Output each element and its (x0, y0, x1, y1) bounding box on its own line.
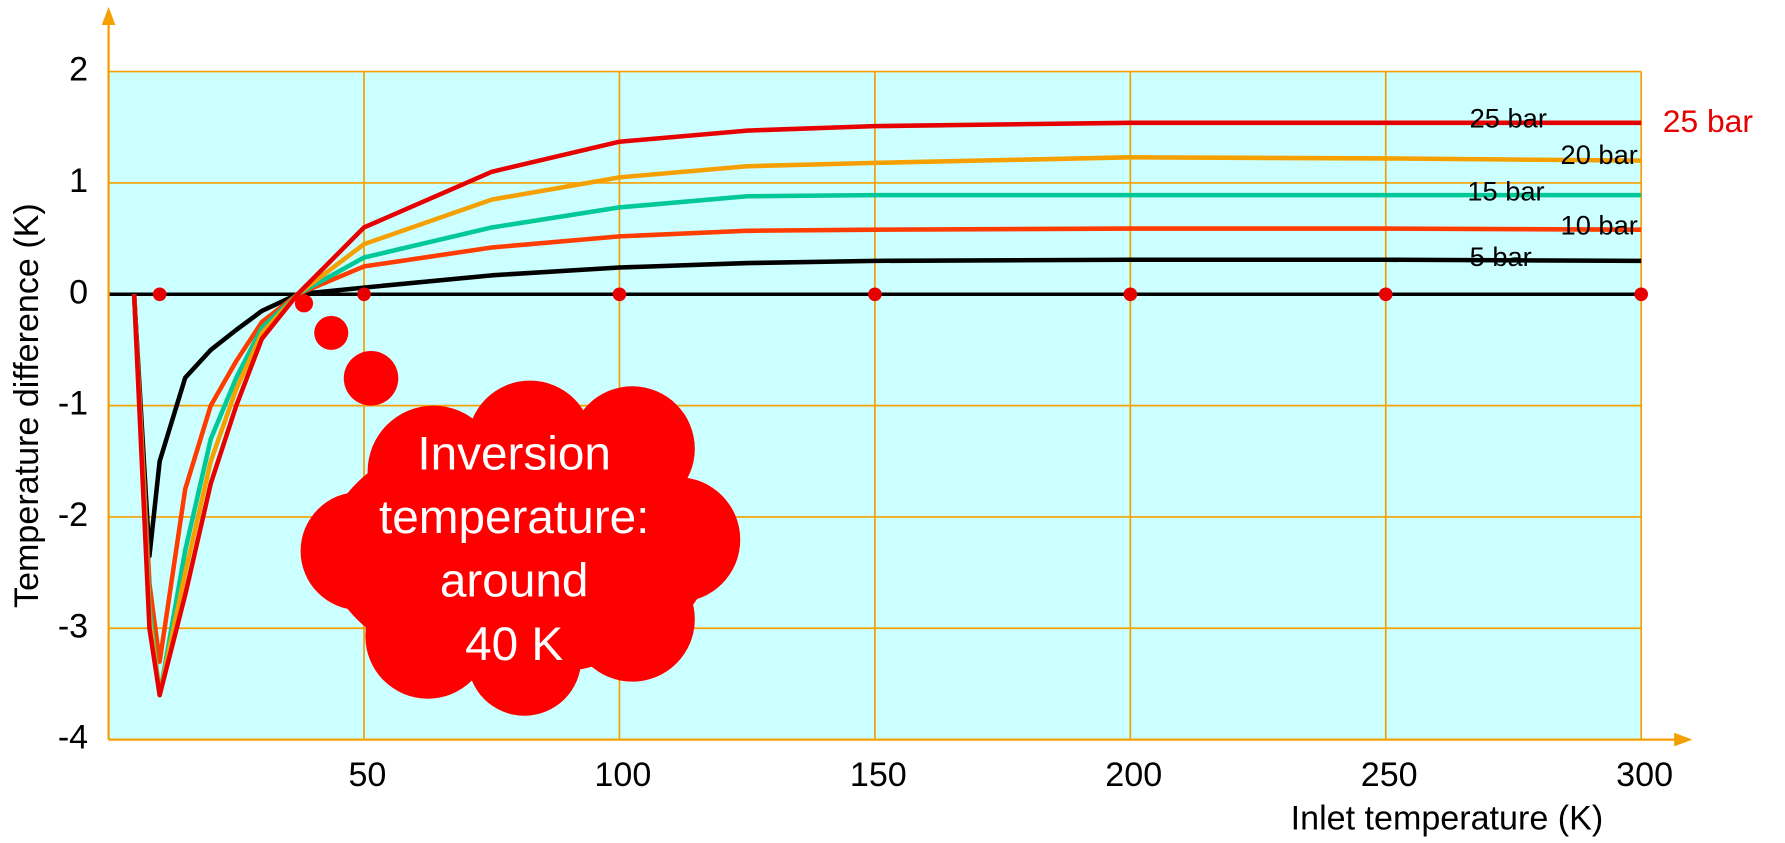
x-tick-label: 300 (1616, 756, 1673, 794)
marker-dot (868, 287, 882, 302)
series-label: 10 bar (1561, 209, 1638, 240)
y-tick-label: -3 (58, 607, 88, 645)
x-tick-label: 50 (348, 756, 386, 794)
y-tick-label: 2 (69, 51, 88, 89)
series-line (131, 192, 1642, 698)
thought-cloud (294, 294, 741, 716)
y-axis-label: Temperature difference (K) (8, 203, 46, 608)
annotation-line: around (440, 555, 589, 608)
marker-dot (357, 287, 371, 302)
annotation-line: temperature: (379, 491, 649, 544)
y-tick-label: 1 (69, 162, 88, 200)
y-tick-label: 0 (69, 273, 88, 311)
annotation-line: 40 K (465, 618, 563, 671)
y-axis-arrow (101, 6, 116, 25)
series-label: 20 bar (1561, 139, 1638, 170)
y-tick-label: -4 (58, 719, 88, 757)
y-tick-label: -1 (58, 385, 88, 423)
series-line (131, 257, 1642, 559)
marker-dot (1634, 287, 1649, 302)
highlight-label: 25 bar (1663, 103, 1754, 139)
marker-dot (1378, 287, 1393, 302)
x-axis-arrow (1674, 732, 1693, 747)
y-tick-label: -2 (58, 496, 88, 534)
x-tick-label: 150 (850, 756, 907, 794)
annotation-line: Inversion (417, 427, 611, 480)
series-label: 25 bar (1470, 103, 1547, 134)
x-axis-label: Inlet temperature (K) (1291, 799, 1604, 837)
marker-dot (152, 287, 167, 302)
marker-dot (1123, 287, 1138, 302)
series-line (131, 155, 1642, 698)
series-label: 15 bar (1467, 175, 1544, 206)
x-tick-label: 100 (594, 756, 651, 794)
marker-dot (612, 287, 627, 302)
annotation: Inversion temperature: around 40 K (379, 427, 649, 671)
x-tick-label: 200 (1105, 756, 1162, 794)
series-line (131, 120, 1642, 698)
x-tick-label: 250 (1361, 756, 1418, 794)
series-label: 5 bar (1470, 241, 1532, 272)
series-line (131, 226, 1642, 664)
